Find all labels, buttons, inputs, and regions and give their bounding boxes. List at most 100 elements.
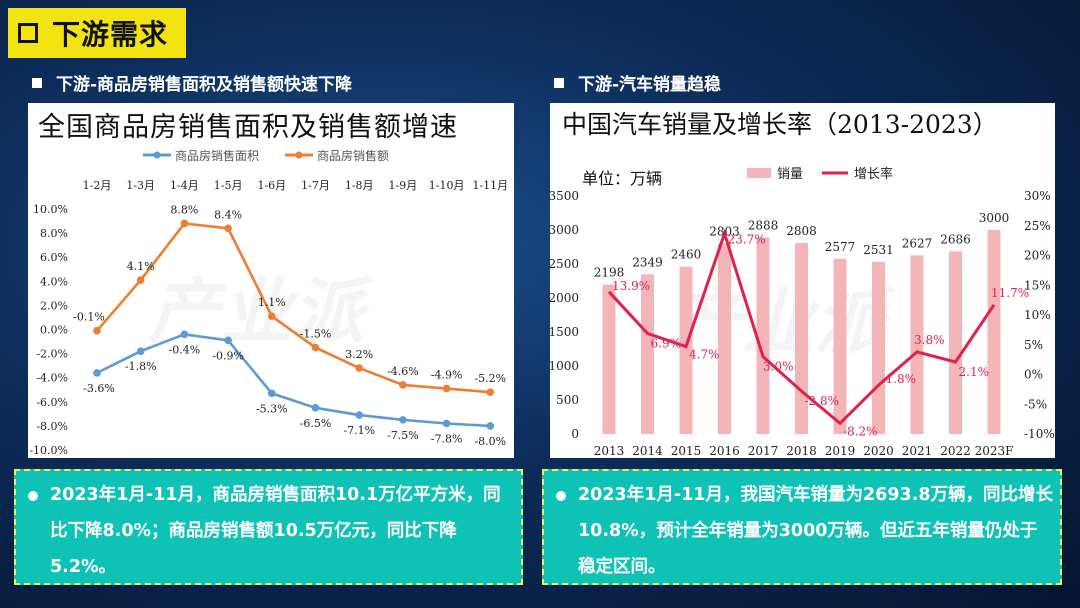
x-tick-label: 1-11月 xyxy=(472,179,508,192)
x-tick-label: 2016 xyxy=(709,444,740,458)
data-point-sales xyxy=(136,276,145,284)
y-left-tick-label: 1000 xyxy=(550,359,579,373)
bar-value-label: 2686 xyxy=(940,232,971,246)
x-tick-label: 1-10月 xyxy=(429,179,465,192)
data-point-sales xyxy=(93,326,101,335)
data-label-area: -7.5% xyxy=(387,429,419,442)
bar xyxy=(833,258,847,434)
y-tick-label: -2.0% xyxy=(36,348,68,361)
y-left-tick-label: 3000 xyxy=(550,223,579,237)
bar-value-label: 2349 xyxy=(632,255,663,269)
data-label-area: -3.6% xyxy=(83,382,115,395)
x-tick-label: 1-7月 xyxy=(301,179,330,192)
y-left-tick-label: 500 xyxy=(556,393,579,407)
data-label-area: -0.9% xyxy=(212,349,244,362)
data-point-sales xyxy=(355,364,364,372)
x-tick-label: 2021 xyxy=(902,444,933,458)
data-point-area xyxy=(180,330,189,339)
bar xyxy=(949,251,962,434)
x-tick-label: 1-9月 xyxy=(389,179,418,192)
y-tick-label: 0.0% xyxy=(40,324,68,337)
legend-label-sales: 商品房销售额 xyxy=(317,148,389,163)
y-right-tick-label: 5% xyxy=(1024,338,1043,352)
data-label-area: -0.4% xyxy=(169,343,201,356)
x-tick-label: 2020 xyxy=(863,444,894,458)
left-note-text: 2023年1月-11月，商品房销售面积10.1万亿平方米，同比下降8.0%；商品… xyxy=(50,485,501,577)
bar-value-label: 2577 xyxy=(825,240,856,254)
bar-value-label: 3000 xyxy=(979,211,1010,225)
rate-value-label: 4.7% xyxy=(689,348,720,362)
y-right-tick-label: 0% xyxy=(1024,368,1043,382)
x-tick-label: 2019 xyxy=(825,444,856,458)
square-bullet-icon xyxy=(554,77,564,88)
auto-chart-panel: 中国汽车销量及增长率（2013-2023） 单位：万辆 产业派 销量 增长率 0 50… xyxy=(550,103,1055,458)
x-tick-label: 1-3月 xyxy=(126,179,155,192)
right-subtitle-text: 下游-汽车销量趋稳 xyxy=(578,75,722,95)
data-label-area: -1.8% xyxy=(125,360,157,373)
data-label-area: -5.3% xyxy=(256,402,288,415)
y-tick-label: -6.0% xyxy=(36,396,68,409)
legend-label-bar: 销量 xyxy=(777,167,803,182)
bar xyxy=(679,266,693,434)
data-label-area: -7.1% xyxy=(343,424,375,437)
data-label-area: -7.8% xyxy=(431,432,463,445)
housing-line-chart: 商品房销售面积 商品房销售额 1-2月 1-3月 1-4月 1-5月 1-6月 1-7月 1-8… xyxy=(29,148,508,457)
rate-value-label: 13.9% xyxy=(612,279,650,293)
section-title: 下游需求 xyxy=(52,18,169,51)
data-label-sales: -0.1% xyxy=(73,311,105,324)
data-point-sales xyxy=(180,219,189,228)
y-left-tick-label: 0 xyxy=(571,427,579,441)
right-note-text: 2023年1月-11月，我国汽车销量为2693.8万辆，同比增长10.8%，预计… xyxy=(578,485,1054,577)
y-right-tick-label: -10% xyxy=(1024,427,1055,441)
data-label-sales: -1.5% xyxy=(300,328,332,341)
bar-value-label: 2627 xyxy=(902,236,933,250)
chart-title: 全国商品房销售面积及销售额增速 xyxy=(38,112,458,143)
y-right-tick-label: 20% xyxy=(1024,249,1051,263)
data-point-area xyxy=(136,347,145,355)
rate-value-label: 11.7% xyxy=(991,286,1029,300)
x-tick-label: 2023F xyxy=(975,444,1014,458)
checkbox-square-icon xyxy=(18,23,38,43)
x-tick-label: 1-5月 xyxy=(214,179,243,192)
y-tick-label: -8.0% xyxy=(36,420,68,433)
watermark: 产业派 xyxy=(670,280,887,364)
data-label-sales: 4.1% xyxy=(127,260,155,273)
y-left-tick-label: 2000 xyxy=(550,291,579,305)
bar-value-label: 2531 xyxy=(863,243,894,257)
bar xyxy=(987,230,1001,434)
bullet-dot-icon xyxy=(28,491,38,501)
bar xyxy=(641,274,654,434)
data-point-sales xyxy=(399,381,407,389)
y-left-tick-label: 3500 xyxy=(550,189,579,203)
bar xyxy=(872,261,885,434)
x-tick-label: 2013 xyxy=(594,444,625,458)
data-point-sales xyxy=(486,388,495,396)
data-point-sales xyxy=(268,312,276,321)
legend-label-rate: 增长率 xyxy=(854,166,893,182)
rate-value-label: 23.7% xyxy=(728,232,766,246)
section-title-bar: 下游需求 xyxy=(8,8,186,58)
bar-value-label: 2888 xyxy=(748,219,779,233)
y-tick-label: 4.0% xyxy=(40,275,68,288)
left-note-box: 2023年1月-11月，商品房销售面积10.1万亿平方米，同比下降8.0%；商品… xyxy=(14,469,523,585)
data-label-sales: -4.9% xyxy=(431,369,463,382)
series-line-sales xyxy=(96,222,491,394)
x-tick-label: 1-2月 xyxy=(83,179,112,192)
legend-label-area: 商品房销售面积 xyxy=(175,148,259,163)
y-tick-label: -4.0% xyxy=(36,372,68,385)
y-tick-label: 8.0% xyxy=(40,227,68,240)
data-label-sales: -5.2% xyxy=(474,372,506,385)
data-point-area xyxy=(355,411,364,419)
x-tick-label: 2017 xyxy=(748,444,779,458)
y-tick-label: 10.0% xyxy=(33,203,68,216)
data-point-sales xyxy=(442,384,451,393)
y-right-tick-label: 25% xyxy=(1024,219,1051,233)
series-line-area xyxy=(96,332,491,428)
y-tick-label: -10.0% xyxy=(29,444,68,457)
square-bullet-icon xyxy=(32,77,42,88)
y-right-tick-label: 15% xyxy=(1024,278,1051,292)
right-subtitle: 下游-汽车销量趋稳 xyxy=(554,70,721,95)
legend-marker-sales xyxy=(295,151,303,159)
x-tick-label: 2015 xyxy=(671,444,702,458)
auto-combo-chart: 销量 增长率 0 500 1000 1500 2000 2500 3000 3500 -10% -5%… xyxy=(550,166,1055,458)
